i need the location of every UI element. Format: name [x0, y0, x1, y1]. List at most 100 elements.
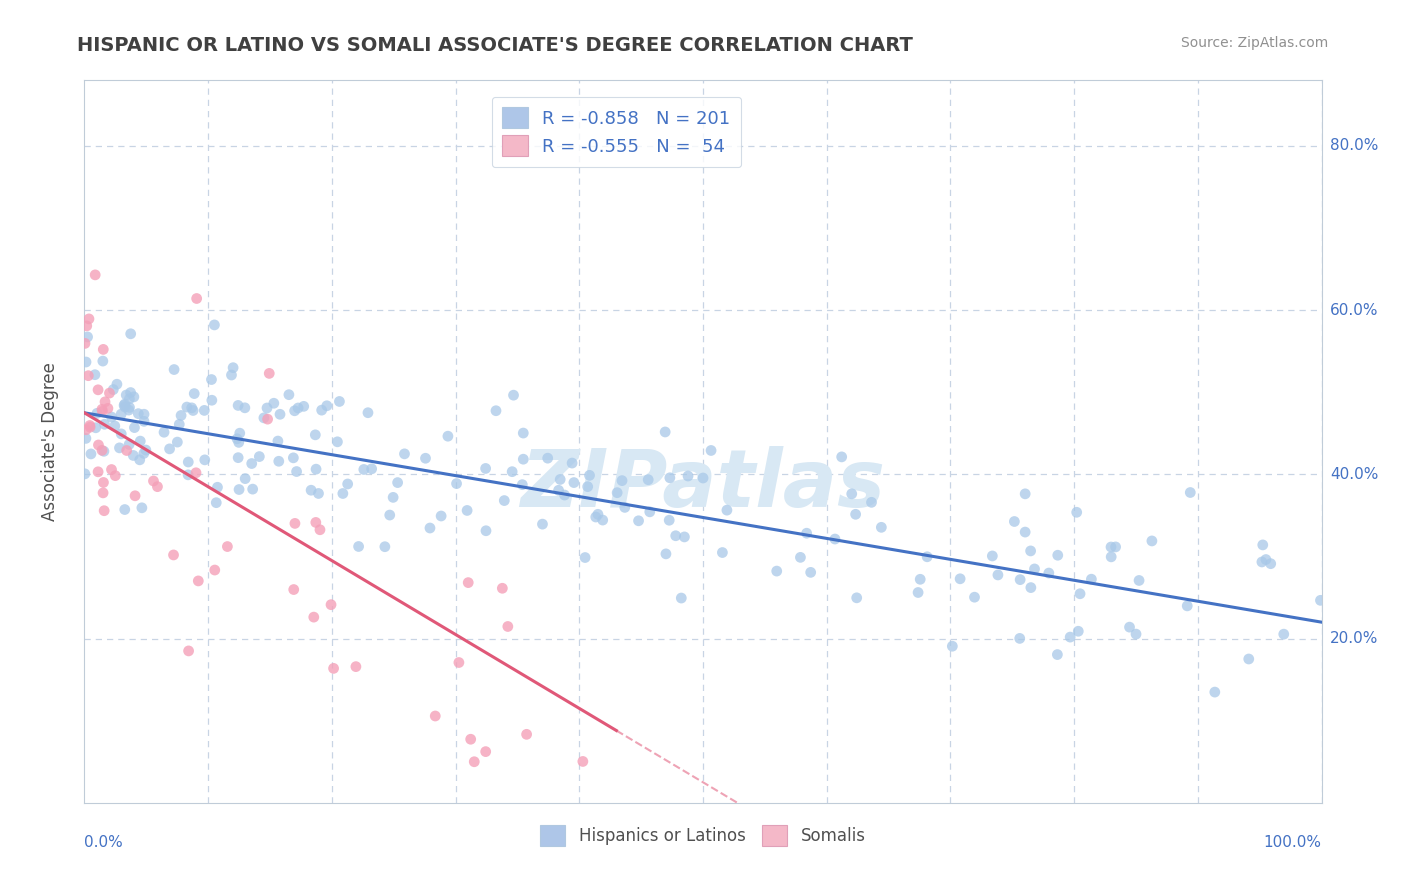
Point: [692, 471, 714, 485]
Point: [332, 486, 354, 500]
Point: [115, 388, 138, 402]
Point: [512, 425, 534, 440]
Point: [253, 410, 276, 425]
Point: [676, 469, 699, 483]
Point: [360, 462, 382, 476]
Point: [124, 489, 146, 503]
Point: [114, 400, 136, 414]
Point: [824, 532, 846, 546]
Point: [120, 326, 142, 341]
Point: [163, 362, 186, 376]
Point: [177, 455, 200, 469]
Point: [637, 473, 659, 487]
Point: [446, 476, 468, 491]
Point: [201, 393, 224, 408]
Point: [240, 457, 263, 471]
Point: [84, 268, 107, 282]
Point: [1014, 524, 1036, 539]
Point: [166, 435, 188, 450]
Point: [79, 418, 101, 433]
Point: [187, 574, 209, 588]
Point: [135, 443, 157, 458]
Point: [91, 343, 114, 357]
Point: [419, 521, 441, 535]
Point: [907, 585, 929, 599]
Point: [159, 442, 181, 456]
Point: [100, 410, 122, 425]
Text: 20.0%: 20.0%: [1330, 632, 1378, 646]
Point: [457, 575, 479, 590]
Point: [1099, 549, 1122, 564]
Point: [572, 755, 595, 769]
Point: [176, 400, 198, 414]
Point: [162, 548, 184, 562]
Point: [105, 377, 128, 392]
Point: [1251, 555, 1274, 569]
Point: [1099, 540, 1122, 554]
Point: [870, 520, 893, 534]
Point: [585, 510, 607, 524]
Point: [104, 468, 127, 483]
Point: [132, 414, 155, 428]
Point: [91, 443, 114, 458]
Point: [425, 709, 447, 723]
Point: [242, 482, 264, 496]
Point: [315, 399, 337, 413]
Point: [79, 420, 101, 434]
Point: [1128, 574, 1150, 588]
Point: [1067, 624, 1090, 639]
Point: [610, 474, 633, 488]
Point: [963, 590, 986, 604]
Point: [177, 644, 200, 658]
Point: [75, 355, 97, 369]
Point: [562, 475, 585, 490]
Point: [169, 417, 191, 432]
Point: [494, 493, 516, 508]
Point: [204, 318, 226, 332]
Point: [118, 401, 141, 415]
Point: [228, 435, 250, 450]
Point: [860, 495, 883, 509]
Point: [394, 447, 416, 461]
Point: [437, 429, 460, 443]
Point: [256, 401, 278, 415]
Point: [328, 394, 350, 409]
Point: [87, 438, 110, 452]
Point: [267, 454, 290, 468]
Point: [170, 409, 193, 423]
Point: [287, 401, 309, 415]
Point: [299, 483, 322, 498]
Point: [205, 496, 228, 510]
Point: [502, 388, 524, 402]
Point: [226, 450, 249, 465]
Point: [658, 513, 681, 527]
Point: [1010, 573, 1032, 587]
Point: [765, 564, 787, 578]
Point: [496, 619, 519, 633]
Point: [831, 450, 853, 464]
Point: [285, 465, 308, 479]
Point: [277, 387, 299, 401]
Point: [302, 610, 325, 624]
Point: [115, 443, 138, 458]
Point: [146, 480, 169, 494]
Point: [711, 545, 734, 559]
Point: [131, 500, 153, 515]
Point: [259, 367, 281, 381]
Point: [613, 500, 636, 515]
Point: [378, 508, 401, 522]
Text: ZIPatlas: ZIPatlas: [520, 446, 886, 524]
Point: [1272, 627, 1295, 641]
Point: [91, 486, 114, 500]
Point: [284, 516, 307, 531]
Point: [73, 467, 96, 481]
Point: [91, 404, 114, 418]
Text: 60.0%: 60.0%: [1330, 302, 1378, 318]
Point: [353, 462, 375, 476]
Point: [308, 486, 330, 500]
Point: [1069, 587, 1091, 601]
Text: Associate's Degree: Associate's Degree: [41, 362, 59, 521]
Point: [1038, 566, 1060, 580]
Point: [474, 745, 496, 759]
Point: [112, 398, 135, 412]
